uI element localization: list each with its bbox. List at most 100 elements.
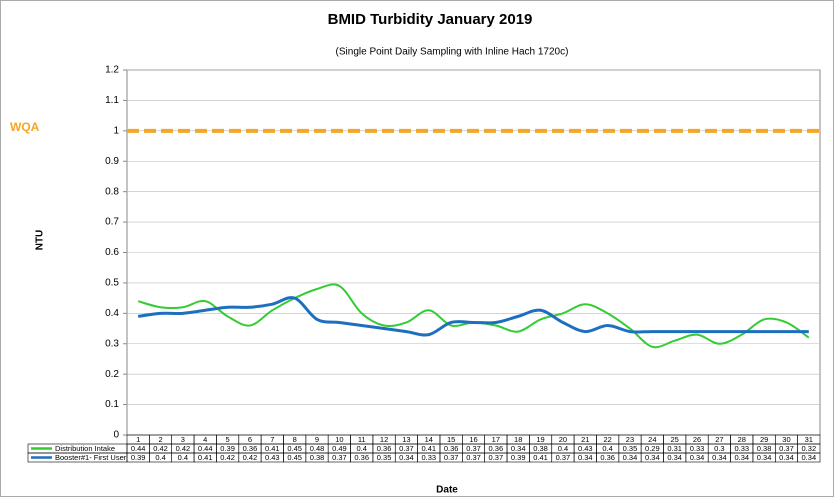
x-tick-label: 1 (136, 435, 140, 444)
data-label: 0.4 (357, 444, 367, 453)
series-line (137, 296, 809, 337)
y-tick-label: 0.2 (105, 369, 119, 380)
data-label: 0.38 (310, 453, 325, 462)
data-label: 0.42 (243, 453, 258, 462)
data-label: 0.31 (667, 444, 682, 453)
data-label: 0.3 (714, 444, 724, 453)
data-label: 0.34 (667, 453, 682, 462)
x-tick-label: 5 (226, 435, 230, 444)
y-tick-label: 0.4 (105, 308, 119, 319)
data-label: 0.44 (198, 444, 213, 453)
data-label: 0.41 (265, 444, 280, 453)
data-label: 0.34 (779, 453, 794, 462)
data-label: 0.35 (377, 453, 392, 462)
data-label: 0.34 (645, 453, 660, 462)
x-tick-label: 6 (248, 435, 252, 444)
y-tick-label: 1 (113, 125, 119, 136)
data-label: 0.42 (176, 444, 191, 453)
data-label: 0.4 (178, 453, 188, 462)
data-label: 0.45 (287, 444, 302, 453)
data-label: 0.34 (757, 453, 772, 462)
y-tick-label: 1.2 (105, 65, 119, 76)
chart-title: BMID Turbidity January 2019 (328, 11, 533, 28)
x-tick-label: 29 (760, 435, 768, 444)
data-label: 0.36 (600, 453, 615, 462)
reference-label: WQA (10, 120, 40, 134)
x-tick-label: 3 (181, 435, 185, 444)
x-tick-label: 28 (738, 435, 746, 444)
y-tick-label: 0.3 (105, 338, 119, 349)
data-label: 0.4 (602, 444, 612, 453)
data-label: 0.34 (712, 453, 727, 462)
y-tick-label: 0.1 (105, 399, 119, 410)
data-label: 0.4 (155, 453, 165, 462)
data-label: 0.4 (558, 444, 568, 453)
x-tick-label: 30 (782, 435, 790, 444)
data-label: 0.44 (131, 444, 146, 453)
data-label: 0.37 (332, 453, 347, 462)
data-label: 0.37 (466, 453, 481, 462)
x-tick-label: 2 (158, 435, 162, 444)
data-label: 0.49 (332, 444, 347, 453)
y-tick-label: 0 (113, 430, 119, 441)
y-axis-label: NTU (35, 230, 46, 251)
data-label: 0.39 (220, 444, 235, 453)
data-label: 0.34 (399, 453, 414, 462)
y-tick-label: 0.8 (105, 186, 119, 197)
x-tick-label: 8 (293, 435, 297, 444)
x-tick-label: 19 (536, 435, 544, 444)
x-tick-label: 24 (648, 435, 656, 444)
data-label: 0.29 (645, 444, 660, 453)
chart-subtitle: (Single Point Daily Sampling with Inline… (336, 47, 569, 58)
x-tick-label: 13 (402, 435, 410, 444)
data-label: 0.48 (310, 444, 325, 453)
y-tick-label: 0.6 (105, 247, 119, 258)
data-label: 0.36 (354, 453, 369, 462)
data-label: 0.42 (153, 444, 168, 453)
data-label: 0.38 (757, 444, 772, 453)
data-label: 0.36 (243, 444, 258, 453)
data-label: 0.34 (623, 453, 638, 462)
data-label: 0.34 (802, 453, 817, 462)
data-label: 0.39 (511, 453, 526, 462)
table-cell (797, 452, 821, 463)
data-label: 0.43 (265, 453, 280, 462)
x-tick-label: 14 (425, 435, 433, 444)
x-tick-label: 10 (335, 435, 343, 444)
x-tick-label: 17 (492, 435, 500, 444)
data-label: 0.36 (489, 444, 504, 453)
data-label: 0.37 (779, 444, 794, 453)
data-label: 0.37 (489, 453, 504, 462)
x-tick-label: 16 (469, 435, 477, 444)
x-tick-label: 15 (447, 435, 455, 444)
x-tick-label: 12 (380, 435, 388, 444)
data-label: 0.39 (131, 453, 146, 462)
x-axis-label: Date (436, 485, 458, 496)
x-tick-label: 23 (626, 435, 634, 444)
data-label: 0.37 (444, 453, 459, 462)
y-tick-label: 1.1 (105, 95, 119, 106)
x-tick-label: 31 (805, 435, 813, 444)
data-label: 0.43 (578, 444, 593, 453)
data-label: 0.33 (690, 444, 705, 453)
legend-label: Booster#1- First User (55, 453, 127, 462)
data-label: 0.42 (220, 453, 235, 462)
x-tick-label: 25 (671, 435, 679, 444)
x-tick-label: 20 (559, 435, 567, 444)
x-tick-label: 27 (715, 435, 723, 444)
x-tick-label: 26 (693, 435, 701, 444)
x-tick-label: 22 (603, 435, 611, 444)
data-label: 0.34 (578, 453, 593, 462)
data-label: 0.41 (198, 453, 213, 462)
data-label: 0.36 (444, 444, 459, 453)
data-label: 0.36 (377, 444, 392, 453)
y-tick-label: 0.7 (105, 217, 119, 228)
x-tick-label: 7 (270, 435, 274, 444)
data-label: 0.33 (421, 453, 436, 462)
data-label: 0.37 (466, 444, 481, 453)
data-label: 0.37 (399, 444, 414, 453)
data-label: 0.34 (690, 453, 705, 462)
data-label: 0.41 (533, 453, 548, 462)
